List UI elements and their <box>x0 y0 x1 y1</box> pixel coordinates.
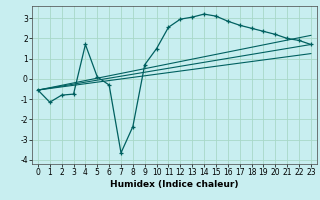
X-axis label: Humidex (Indice chaleur): Humidex (Indice chaleur) <box>110 180 239 189</box>
